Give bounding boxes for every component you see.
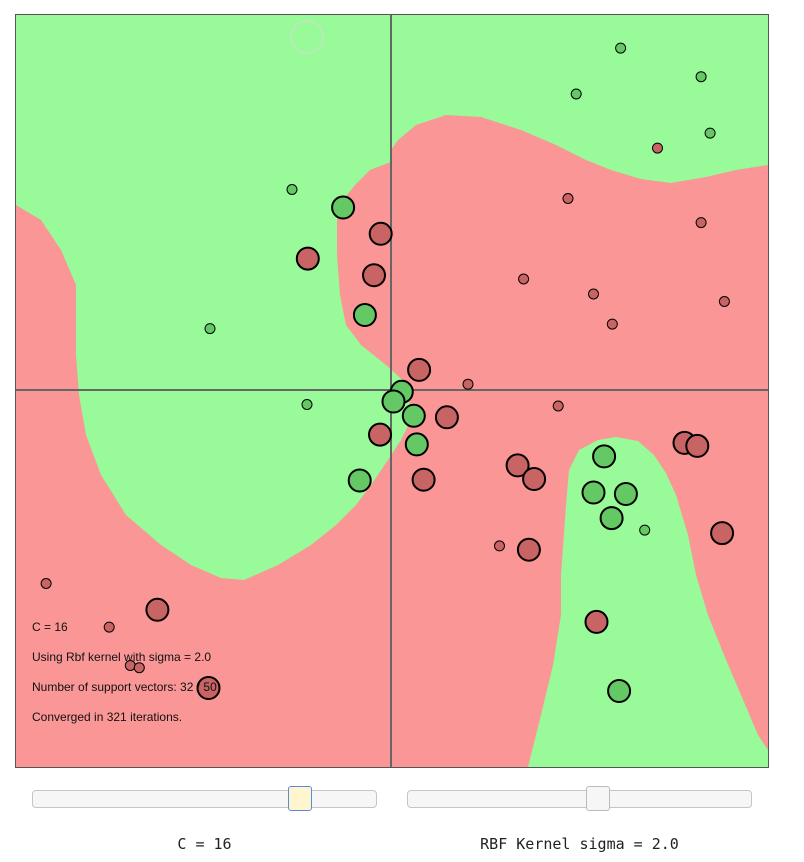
negative-data-point[interactable] [368, 221, 393, 246]
positive-data-point[interactable] [615, 42, 627, 54]
positive-region-top-right [391, 15, 768, 183]
negative-data-point[interactable] [196, 676, 221, 700]
positive-data-point[interactable] [639, 524, 651, 536]
negative-data-point[interactable] [522, 467, 547, 491]
positive-data-point[interactable] [352, 303, 377, 327]
info-c-value: C = 16 [32, 620, 68, 634]
positive-data-point[interactable] [301, 399, 313, 410]
cursor-ghost-circle [290, 20, 324, 54]
positive-data-point[interactable] [592, 444, 617, 469]
positive-data-point[interactable] [204, 323, 216, 335]
negative-data-point[interactable] [133, 662, 145, 674]
negative-data-point[interactable] [434, 405, 459, 430]
negative-data-point[interactable] [710, 521, 735, 546]
c-slider-label: C = 16 [177, 835, 232, 853]
c-slider-handle[interactable] [288, 786, 312, 811]
positive-data-point[interactable] [613, 482, 638, 506]
negative-data-point[interactable] [516, 537, 541, 562]
negative-data-point[interactable] [362, 263, 386, 288]
negative-data-point[interactable] [494, 540, 505, 552]
negative-data-point[interactable] [718, 296, 730, 307]
positive-data-point[interactable] [704, 127, 716, 139]
negative-data-point[interactable] [695, 217, 707, 229]
negative-data-point[interactable] [145, 597, 170, 622]
positive-data-point[interactable] [347, 468, 372, 493]
negative-data-point[interactable] [411, 467, 436, 492]
negative-data-point[interactable] [462, 378, 474, 390]
negative-data-point[interactable] [368, 422, 392, 447]
sigma-slider-handle[interactable] [586, 786, 610, 811]
info-kernel: Using Rbf kernel with sigma = 2.0 [32, 650, 211, 664]
negative-data-point[interactable] [606, 318, 618, 330]
chart-svg[interactable]: C = 16 Using Rbf kernel with sigma = 2.0… [16, 15, 768, 767]
positive-data-point[interactable] [581, 480, 606, 505]
positive-data-point[interactable] [599, 506, 624, 531]
info-overlay: C = 16 Using Rbf kernel with sigma = 2.0… [32, 620, 217, 724]
info-iterations: Converged in 321 iterations. [32, 710, 182, 724]
negative-data-point[interactable] [685, 433, 710, 458]
negative-data-point[interactable] [505, 453, 530, 478]
negative-data-point[interactable] [103, 621, 115, 633]
negative-data-point[interactable] [295, 246, 320, 271]
positive-data-point[interactable] [381, 389, 406, 414]
positive-data-point[interactable] [404, 432, 429, 457]
positive-data-point[interactable] [695, 71, 707, 83]
positive-data-point[interactable] [570, 88, 582, 100]
positive-data-point[interactable] [401, 403, 426, 428]
positive-region [16, 15, 411, 580]
negative-data-point[interactable] [584, 609, 609, 634]
sigma-slider[interactable] [407, 786, 752, 811]
positive-region-bottom-right [528, 437, 768, 767]
negative-data-point[interactable] [552, 400, 564, 412]
data-points[interactable] [40, 42, 735, 703]
c-slider[interactable] [32, 786, 377, 811]
positive-data-point[interactable] [607, 679, 632, 703]
negative-data-point[interactable] [652, 142, 663, 154]
negative-data-point[interactable] [562, 193, 574, 204]
sigma-slider-label: RBF Kernel sigma = 2.0 [480, 835, 679, 853]
positive-data-point[interactable] [331, 195, 356, 220]
negative-data-point[interactable] [40, 578, 52, 589]
svm-decision-plot[interactable]: C = 16 Using Rbf kernel with sigma = 2.0… [15, 14, 769, 768]
negative-data-point[interactable] [407, 357, 432, 382]
positive-data-point[interactable] [286, 184, 298, 195]
negative-data-point[interactable] [518, 273, 530, 285]
negative-data-point[interactable] [588, 288, 599, 300]
info-support-vectors: Number of support vectors: 32 / 50 [32, 680, 217, 694]
